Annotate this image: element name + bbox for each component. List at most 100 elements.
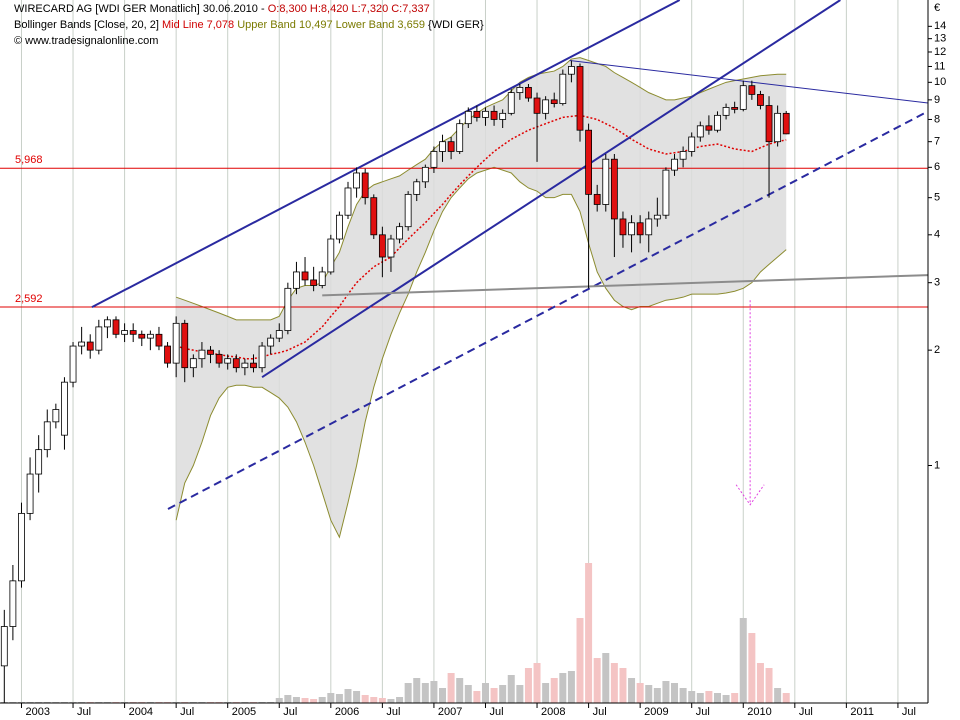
volume-bar <box>353 691 361 703</box>
candle-body <box>464 110 472 125</box>
candle-body <box>275 330 283 339</box>
volume-bar <box>396 697 404 703</box>
candle-body <box>189 358 197 369</box>
candle-body <box>757 94 764 106</box>
volume-bar <box>756 663 764 703</box>
candle-body <box>353 172 360 189</box>
candle-body <box>396 226 403 240</box>
volume-bar <box>628 678 636 703</box>
volume-bar <box>284 695 292 703</box>
volume-bar <box>481 683 489 703</box>
trend-line <box>91 0 681 309</box>
candle-body <box>542 99 550 114</box>
volume-bar <box>404 683 412 703</box>
x-tick-label: 2007 <box>438 706 462 718</box>
volume-bar <box>413 678 421 703</box>
legend-entry: Mid Line 7,078 <box>162 19 237 31</box>
candle-body <box>61 381 68 436</box>
candle-body <box>378 234 386 258</box>
x-tick-label: 2003 <box>25 706 49 718</box>
candle-body <box>155 333 163 347</box>
volume-bar <box>748 633 756 703</box>
y-tick-label: 14 <box>934 20 946 32</box>
volume-bar <box>499 685 507 703</box>
candle-body <box>619 218 627 236</box>
volume-bar <box>567 671 575 703</box>
candle-body <box>662 169 670 216</box>
band-line <box>175 166 787 539</box>
trend-line <box>322 274 929 297</box>
candle-body <box>344 187 352 216</box>
y-tick-label: 11 <box>934 60 945 72</box>
volume-bar <box>516 685 524 703</box>
candle-body <box>636 222 644 236</box>
candle-body <box>413 181 421 195</box>
candle-body <box>224 358 232 364</box>
x-tick-label: 2006 <box>335 706 359 718</box>
candle-body <box>714 114 721 131</box>
candle-body <box>370 197 378 236</box>
candle-body <box>628 222 635 236</box>
volume-bar <box>292 697 300 703</box>
candle-body <box>232 358 240 369</box>
candle-body <box>318 271 326 286</box>
volume-bar <box>361 695 369 703</box>
legend-entry: Bollinger Bands [Close, 20, 2] <box>14 19 162 31</box>
x-tick-label: 2008 <box>541 706 565 718</box>
band-line <box>175 57 787 321</box>
trend-arrowhead <box>735 484 765 506</box>
x-tick-label: Jul <box>77 706 91 718</box>
candle-body <box>164 345 171 364</box>
candle-body <box>447 141 455 152</box>
candle-body <box>78 341 86 347</box>
volume-bar <box>576 618 584 703</box>
candle-body <box>138 333 146 339</box>
candle-body <box>52 409 60 423</box>
candle-body <box>104 319 111 328</box>
candle-body <box>731 107 739 110</box>
x-tick-label: Jul <box>386 706 400 718</box>
volume-bar <box>610 663 618 703</box>
candle-body <box>293 271 300 289</box>
candle-body <box>705 125 713 131</box>
candle-body <box>258 345 266 369</box>
candle-body <box>69 345 77 383</box>
volume-bar <box>327 693 335 703</box>
y-tick-label: 5 <box>934 192 940 204</box>
candle-body <box>112 319 120 335</box>
candle-body <box>215 353 223 364</box>
candle-body <box>361 172 369 199</box>
volume-bar <box>679 688 687 703</box>
candle-body <box>559 73 567 104</box>
x-tick-label: 2005 <box>232 706 256 718</box>
y-tick-label: 4 <box>934 229 940 241</box>
y-tick-label: 3 <box>934 277 940 289</box>
candle-body <box>585 129 592 195</box>
x-tick-label: 2011 <box>850 706 874 718</box>
candle-body <box>748 85 756 95</box>
volume-bar <box>705 691 713 703</box>
candle-body <box>387 238 395 258</box>
volume-bar <box>739 618 747 703</box>
chart-title: WIRECARD AG [WDI GER Monatlich] 30.06.20… <box>14 3 268 15</box>
y-tick-label: 7 <box>934 136 940 148</box>
candle-body <box>336 214 343 240</box>
volume-bar <box>524 668 532 703</box>
candle-body <box>421 166 429 183</box>
candle-body <box>602 158 610 205</box>
x-tick-label: Jul <box>593 706 607 718</box>
candle-body <box>456 123 464 152</box>
volume-bar <box>585 563 593 703</box>
band-line <box>175 114 787 360</box>
x-tick-label: Jul <box>489 706 503 718</box>
volume-bar <box>782 693 790 703</box>
candle-body <box>129 330 137 335</box>
candle-body <box>439 141 446 152</box>
x-tick-label: Jul <box>799 706 813 718</box>
volume-bar <box>447 673 455 703</box>
candle-body <box>688 136 696 152</box>
candle-body <box>645 218 653 236</box>
y-tick-label: 8 <box>934 113 940 125</box>
candle-body <box>9 580 17 627</box>
